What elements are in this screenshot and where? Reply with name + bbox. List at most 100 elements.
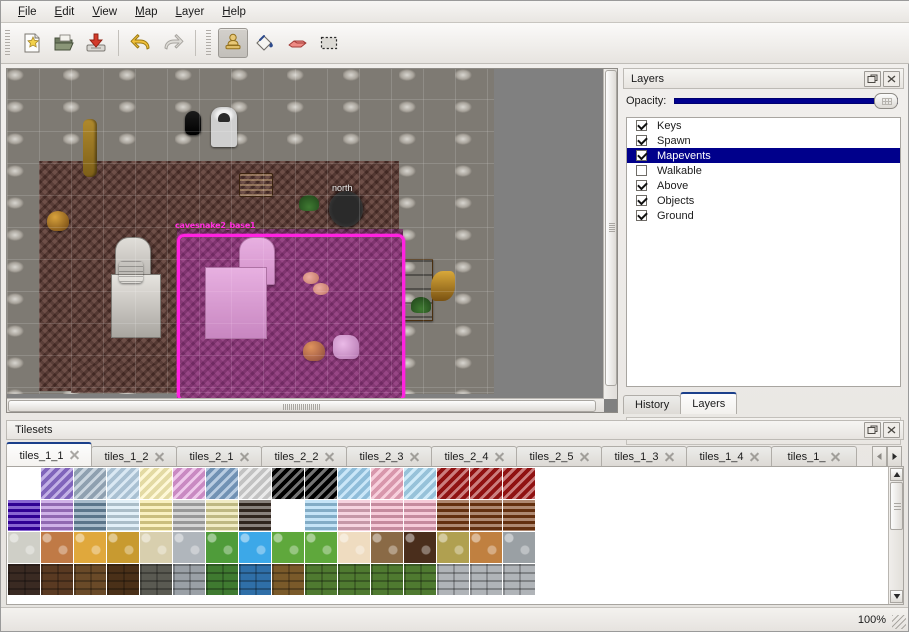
new-map-button[interactable]: [17, 28, 47, 58]
tileset-tile[interactable]: [437, 564, 470, 596]
tileset-scroll-thumb[interactable]: [890, 482, 903, 530]
layers-close-panel-button[interactable]: [883, 70, 900, 87]
tileset-tile[interactable]: [107, 500, 140, 532]
tilesets-close-panel-button[interactable]: [883, 422, 900, 438]
open-map-button[interactable]: [49, 28, 79, 58]
menu-item-help[interactable]: Help: [222, 5, 246, 18]
tileset-tile[interactable]: [371, 564, 404, 596]
menu-item-edit[interactable]: Edit: [54, 5, 75, 18]
tileset-tile[interactable]: [305, 564, 338, 596]
tileset-tile[interactable]: [503, 564, 536, 596]
tileset-tile[interactable]: [74, 564, 107, 596]
tileset-tile[interactable]: [206, 564, 239, 596]
tileset-tile[interactable]: [239, 500, 272, 532]
tileset-grid[interactable]: [8, 468, 536, 596]
map-horizontal-scroll-thumb[interactable]: [8, 400, 596, 412]
tileset-tile[interactable]: [140, 500, 173, 532]
tileset-tile[interactable]: [404, 500, 437, 532]
tileset-tile[interactable]: [338, 532, 371, 564]
tileset-tab-tiles_1_3[interactable]: tiles_1_3: [601, 446, 687, 467]
tileset-tile[interactable]: [272, 468, 305, 500]
tileset-tile[interactable]: [173, 500, 206, 532]
tileset-tile[interactable]: [107, 468, 140, 500]
tileset-tab-tiles_2_5[interactable]: tiles_2_5: [516, 446, 602, 467]
layer-visibility-checkbox[interactable]: [636, 195, 647, 206]
layer-row[interactable]: Keys: [627, 118, 900, 133]
tileset-tile[interactable]: [305, 532, 338, 564]
close-tileset-tab-icon[interactable]: [325, 453, 334, 462]
tileset-tile[interactable]: [305, 500, 338, 532]
tileset-tile[interactable]: [338, 468, 371, 500]
layer-row[interactable]: Objects: [627, 193, 900, 208]
tileset-tile[interactable]: [371, 500, 404, 532]
tileset-tile[interactable]: [41, 564, 74, 596]
tileset-tile[interactable]: [107, 564, 140, 596]
tileset-tab-tiles_1_4[interactable]: tiles_1_4: [686, 446, 772, 467]
layer-row[interactable]: Above: [627, 178, 900, 193]
tileset-tab-tiles_1_[interactable]: tiles_1_: [771, 446, 857, 467]
tileset-tile[interactable]: [74, 532, 107, 564]
tileset-tile[interactable]: [272, 564, 305, 596]
tileset-tab-tiles_2_3[interactable]: tiles_2_3: [346, 446, 432, 467]
tileset-tile-area[interactable]: [6, 466, 904, 605]
tileset-tab-strip[interactable]: tiles_1_1 tiles_1_2 tiles_2_1 tiles_2_2 tile…: [6, 442, 904, 467]
tileset-tile[interactable]: [437, 532, 470, 564]
layer-visibility-checkbox[interactable]: [636, 135, 647, 146]
tileset-tab-tiles_1_1[interactable]: tiles_1_1: [6, 442, 92, 467]
tileset-tile[interactable]: [140, 468, 173, 500]
tileset-tile[interactable]: [8, 468, 41, 500]
close-tileset-tab-icon[interactable]: [580, 453, 589, 462]
tileset-tile[interactable]: [239, 532, 272, 564]
layer-row[interactable]: Mapevents: [627, 148, 900, 163]
tileset-tile[interactable]: [173, 564, 206, 596]
toolbar-grip-1[interactable]: [4, 30, 12, 56]
redo-button[interactable]: [158, 28, 188, 58]
tileset-tile[interactable]: [206, 468, 239, 500]
tileset-tile[interactable]: [371, 532, 404, 564]
layer-list[interactable]: Keys Spawn Mapevents Walkable Above Objects Gr…: [626, 117, 901, 387]
tileset-tile[interactable]: [470, 532, 503, 564]
dock-tab-history[interactable]: History: [623, 395, 682, 414]
tileset-tile[interactable]: [8, 564, 41, 596]
close-tileset-tab-icon[interactable]: [831, 453, 840, 462]
tileset-vertical-scrollbar[interactable]: [888, 467, 903, 604]
layer-visibility-checkbox[interactable]: [636, 165, 647, 176]
map-selection-rect[interactable]: [177, 234, 405, 399]
tileset-tile[interactable]: [470, 468, 503, 500]
layer-visibility-checkbox[interactable]: [636, 180, 647, 191]
tileset-tile[interactable]: [8, 532, 41, 564]
tileset-tile[interactable]: [503, 500, 536, 532]
layers-float-panel-button[interactable]: [864, 70, 881, 87]
tileset-tile[interactable]: [272, 500, 305, 532]
menu-item-map[interactable]: Map: [135, 5, 158, 18]
tileset-tile[interactable]: [239, 564, 272, 596]
tileset-tile[interactable]: [371, 468, 404, 500]
tileset-tile[interactable]: [404, 468, 437, 500]
tileset-tab-tiles_1_2[interactable]: tiles_1_2: [91, 446, 177, 467]
scroll-tabs-left-button[interactable]: [872, 446, 887, 467]
close-tileset-tab-icon[interactable]: [240, 453, 249, 462]
tileset-tile[interactable]: [437, 500, 470, 532]
window-resize-grip[interactable]: [892, 615, 906, 629]
scroll-tabs-right-button[interactable]: [887, 446, 902, 467]
tileset-tile[interactable]: [8, 500, 41, 532]
tileset-tile[interactable]: [206, 532, 239, 564]
undo-button[interactable]: [126, 28, 156, 58]
save-map-button[interactable]: [81, 28, 111, 58]
toolbar-grip-2[interactable]: [205, 30, 213, 56]
tileset-tile[interactable]: [338, 500, 371, 532]
tileset-tile[interactable]: [41, 500, 74, 532]
opacity-slider-knob[interactable]: [874, 93, 898, 109]
dock-tab-layers[interactable]: Layers: [680, 392, 738, 414]
tilesets-float-panel-button[interactable]: [864, 422, 881, 438]
tileset-tile[interactable]: [305, 468, 338, 500]
menu-item-file[interactable]: File: [18, 5, 37, 18]
tileset-tab-tiles_2_1[interactable]: tiles_2_1: [176, 446, 262, 467]
map-vertical-scroll-thumb[interactable]: [605, 70, 617, 386]
close-tileset-tab-icon[interactable]: [155, 453, 164, 462]
tileset-tile[interactable]: [470, 564, 503, 596]
tileset-tile[interactable]: [470, 500, 503, 532]
tileset-tile[interactable]: [404, 564, 437, 596]
tileset-tile[interactable]: [41, 532, 74, 564]
tileset-tile[interactable]: [404, 532, 437, 564]
